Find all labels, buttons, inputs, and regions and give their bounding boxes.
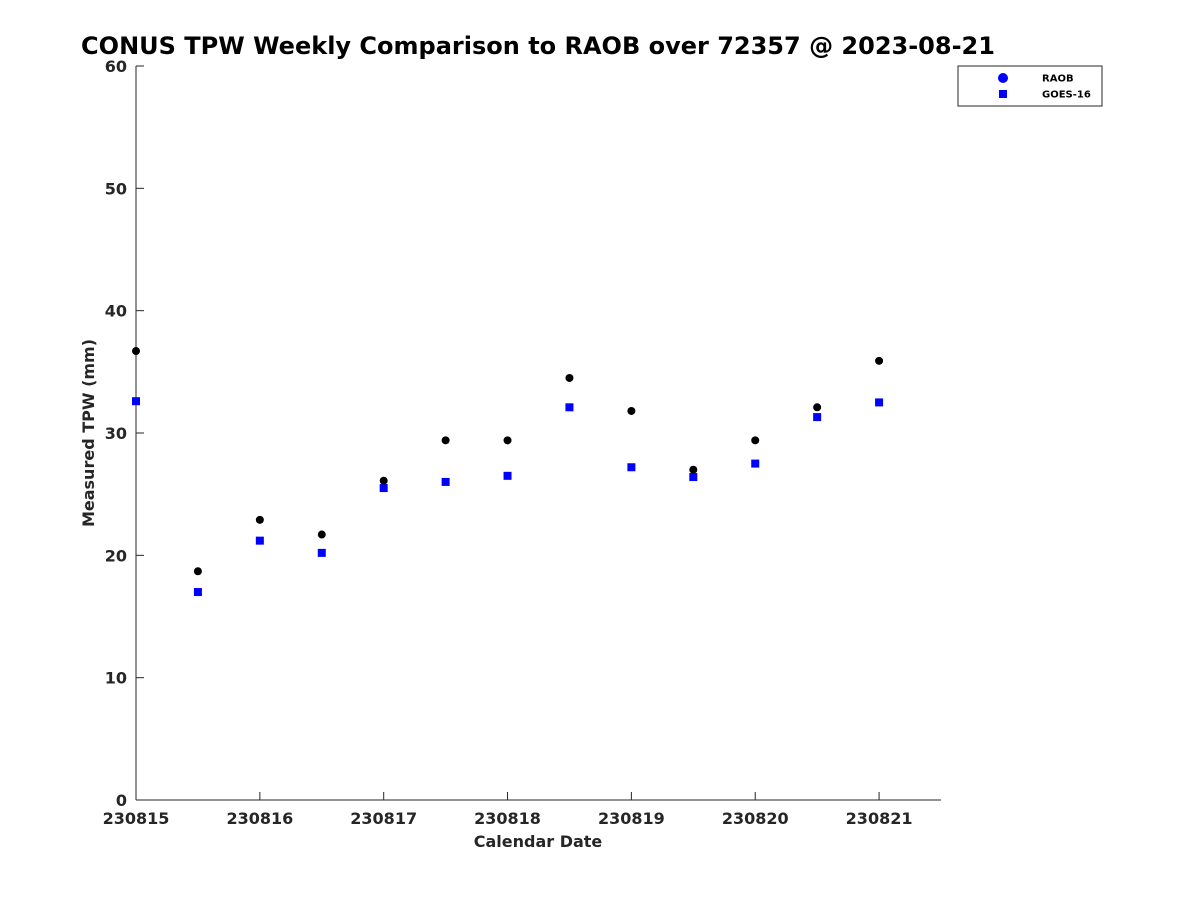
goes16-point (751, 459, 760, 468)
goes16-point (193, 588, 202, 597)
y-tick-label: 20 (105, 546, 127, 565)
raob-point (193, 567, 202, 576)
legend-marker-goes16 (999, 90, 1007, 98)
goes16-point (627, 463, 636, 472)
goes16-point (441, 477, 450, 486)
legend-label-goes16: GOES-16 (1042, 90, 1091, 101)
goes16-point (255, 536, 264, 545)
goes16-point (813, 413, 822, 422)
chart-title: CONUS TPW Weekly Comparison to RAOB over… (81, 32, 995, 60)
legend-box (957, 65, 1103, 107)
y-ticks: 0 10 20 30 40 50 60 (105, 57, 144, 810)
goes16-point (317, 548, 326, 557)
raob-point (441, 436, 450, 445)
x-tick-label: 230821 (846, 809, 913, 828)
raob-point (751, 436, 760, 445)
x-tick-label: 230819 (598, 809, 665, 828)
x-tick-label: 230817 (350, 809, 417, 828)
y-tick-label: 40 (105, 302, 127, 321)
x-tick-label: 230818 (474, 809, 541, 828)
raob-point (132, 347, 140, 356)
raob-point (565, 373, 574, 382)
legend-label-raob: RAOB (1042, 74, 1074, 85)
x-ticks: 230815 230816 230817 230818 230819 230820 2308… (103, 792, 913, 828)
raob-point (627, 406, 636, 415)
legend-marker-raob (998, 73, 1008, 83)
raob-point (379, 476, 388, 485)
y-tick-label: 50 (105, 179, 127, 198)
raob-point (813, 403, 822, 412)
raob-point (255, 515, 264, 524)
raob-point (317, 530, 326, 539)
y-tick-label: 60 (105, 57, 127, 76)
axes (135, 66, 941, 801)
y-tick-label: 0 (116, 791, 127, 810)
x-tick-label: 230820 (722, 809, 789, 828)
y-tick-label: 30 (105, 424, 127, 443)
legend: RAOB GOES-16 (957, 65, 1103, 107)
goes16-point (689, 473, 698, 482)
raob-point (503, 436, 512, 445)
x-axis-label: Calendar Date (474, 832, 603, 851)
raob-point (875, 356, 884, 365)
goes16-point (875, 398, 884, 407)
raob-point (689, 465, 698, 474)
goes16-point (503, 471, 512, 480)
goes16-point (565, 403, 574, 412)
goes16-point (379, 484, 388, 493)
y-tick-label: 10 (105, 669, 127, 688)
x-tick-label: 230816 (226, 809, 293, 828)
series-layer (132, 347, 884, 597)
y-axis-label: Measured TPW (mm) (79, 339, 98, 527)
x-tick-label: 230815 (103, 809, 170, 828)
goes16-point (132, 397, 140, 406)
